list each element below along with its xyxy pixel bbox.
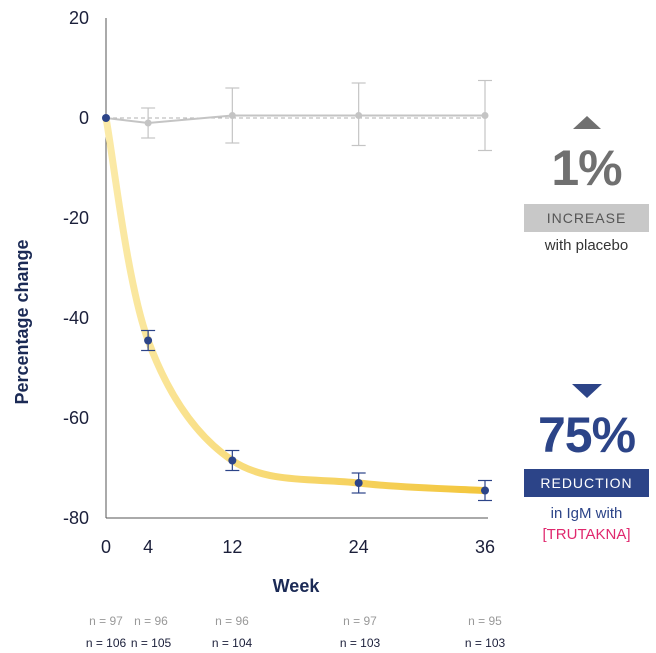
placebo-point: [481, 112, 489, 119]
placebo-point: [355, 112, 363, 119]
placebo-subtext: with placebo: [544, 237, 629, 254]
x-tick-label: 36: [475, 537, 495, 557]
up-triangle-icon: [572, 116, 601, 129]
placebo-callout: 1% INCREASE with placebo: [524, 116, 649, 256]
series-layer: [102, 79, 492, 502]
down-triangle-icon: [571, 384, 602, 398]
placebo-point: [228, 112, 236, 119]
placebo-band: INCREASE: [524, 204, 649, 232]
n-labels: n = 97 n = 96 n = 96 n = 97 n = 95 n = 106 n =…: [86, 614, 506, 650]
placebo-line: [105, 114, 485, 125]
y-tick-label: -40: [63, 308, 89, 328]
drug-point: [144, 336, 153, 345]
x-tick-label: 24: [349, 537, 369, 557]
y-tick-labels: 20 0 -20 -40 -60 -80: [63, 8, 89, 528]
drug-point: [354, 479, 363, 487]
drug-point: [228, 456, 237, 465]
y-tick-label: -80: [63, 508, 89, 528]
x-axis-title: Week: [273, 576, 321, 596]
placebo-n-label: n = 96: [215, 614, 249, 628]
drug-callout: 75% REDUCTION in IgM with [TRUTAKNA]: [524, 384, 649, 545]
placebo-point: [144, 119, 152, 127]
drug-n-label: n = 106: [86, 636, 127, 650]
x-tick-label: 12: [222, 537, 242, 557]
drug-n-label: n = 103: [465, 636, 506, 650]
placebo-n-label: n = 97: [343, 614, 377, 628]
drug-subtext-1: in IgM with: [550, 505, 623, 522]
drug-point: [102, 114, 110, 122]
drug-subtext-2: [TRUTAKNA]: [542, 526, 631, 543]
drug-n-label: n = 105: [131, 636, 172, 650]
y-tick-label: 20: [69, 8, 89, 28]
y-axis-title: Percentage change: [12, 239, 32, 404]
drug-value: 75%: [537, 407, 636, 463]
drug-band: REDUCTION: [524, 469, 649, 497]
y-tick-label: -20: [63, 208, 89, 228]
drug-line: [102, 114, 489, 494]
drug-n-label: n = 104: [212, 636, 253, 650]
drug-n-label: n = 103: [340, 636, 381, 650]
x-tick-labels: 0 4 12 24 36: [101, 537, 495, 557]
drug-point: [481, 486, 489, 495]
x-tick-label: 0: [101, 537, 111, 557]
x-tick-label: 4: [143, 537, 153, 557]
y-tick-label: -60: [63, 408, 89, 428]
placebo-n-label: n = 95: [468, 614, 502, 628]
placebo-value: 1%: [551, 140, 622, 196]
placebo-n-label: n = 97: [89, 614, 123, 628]
y-tick-label: 0: [79, 108, 89, 128]
placebo-n-label: n = 96: [134, 614, 168, 628]
